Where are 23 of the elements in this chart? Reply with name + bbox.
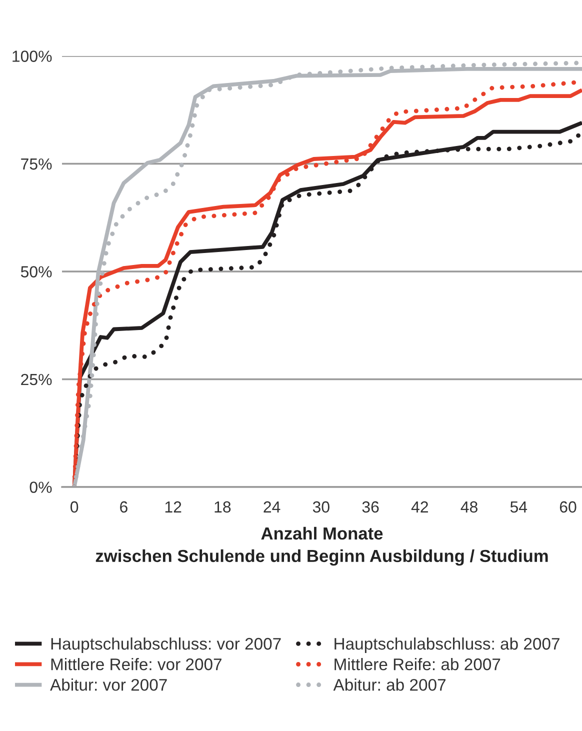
legend-label: Abitur: vor 2007 <box>50 678 167 691</box>
x-tick-label: 30 <box>312 501 330 513</box>
y-tick-label: 25% <box>21 374 52 386</box>
y-tick-label: 0% <box>30 482 52 493</box>
x-tick-label: 24 <box>264 501 280 512</box>
x-tick-label: 12 <box>165 501 182 512</box>
x-tick-label: 42 <box>411 501 428 512</box>
x-tick-label: 36 <box>362 501 379 513</box>
x-tick-label: 54 <box>510 501 528 513</box>
x-tick-label: 48 <box>460 501 478 513</box>
y-tick-label: 50% <box>20 266 52 278</box>
y-tick-label: 75% <box>21 158 52 170</box>
x-tick-label: 18 <box>214 501 231 513</box>
legend-label: Mittlere Reife: vor 2007 <box>51 658 222 670</box>
x-tick-label: 0 <box>70 501 78 513</box>
x-axis-title: Anzahl Monate zwischen Schulende und Beginn Ausbildung / Studium <box>96 526 548 566</box>
legend-label: Hauptschulabschluss: ab 2007 <box>334 637 560 653</box>
legend-label: Mittlere Reife: ab 2007 <box>334 658 500 670</box>
x-tick-label: 6 <box>120 501 128 513</box>
x-tick-label: 60 <box>560 501 576 513</box>
legend-label: Abitur: ab 2007 <box>333 678 446 691</box>
legend-label: Hauptschulabschluss: vor 2007 <box>51 637 281 653</box>
y-tick-label: 100% <box>12 50 52 62</box>
